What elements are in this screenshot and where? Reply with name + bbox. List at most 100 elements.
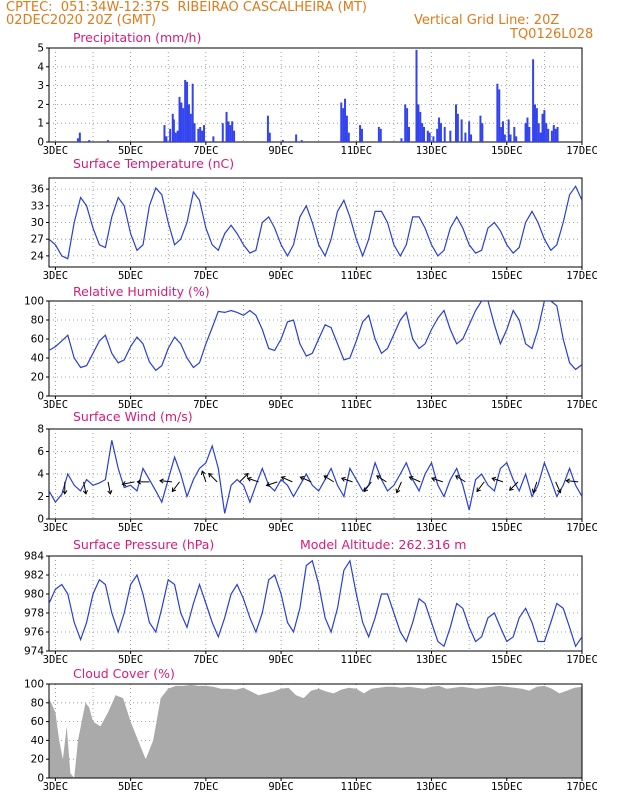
y-tick-label: 3 — [37, 80, 44, 92]
wind-vector — [431, 477, 443, 483]
x-tick-label: 11DEC — [341, 522, 373, 534]
wind-vector-head — [171, 487, 177, 493]
precip-bar — [199, 126, 202, 142]
precip-bar — [187, 104, 190, 142]
precip-bar — [212, 136, 215, 142]
y-tick-label: 80 — [31, 315, 44, 327]
precip-bar — [78, 132, 81, 142]
x-tick-label: 17DEC — [566, 145, 598, 157]
precip-bar — [176, 130, 179, 142]
x-tick-label: 7DEC — [193, 270, 218, 282]
header-grid-note: Vertical Grid Line: 20Z — [414, 13, 560, 28]
y-tick-label: 976 — [24, 627, 44, 639]
panel-title: Precipitation (mm/h) — [73, 30, 201, 45]
panel-0: 0 1 2 3 4 5 3DEC 5DEC 7DEC 9DEC 11DEC 13DEC 15DEC 17D… — [37, 30, 597, 157]
wind-vector — [300, 476, 312, 483]
plot-frame-overlay — [48, 683, 583, 779]
y-tick-label: 20 — [31, 754, 44, 766]
wind-vector-head — [280, 475, 286, 481]
precip-bar — [443, 126, 446, 142]
x-tick-label: 13DEC — [416, 145, 448, 157]
y-tick-label: 36 — [31, 184, 45, 196]
precip-bar — [470, 134, 473, 142]
x-tick-label: 7DEC — [193, 781, 218, 793]
precip-bar — [498, 89, 501, 142]
series-line — [49, 559, 582, 648]
precip-bar — [468, 121, 471, 142]
precip-bar — [539, 132, 542, 142]
y-tick-label: 100 — [24, 679, 44, 691]
wind-vector — [376, 475, 387, 483]
y-tick-label: 8 — [37, 424, 44, 436]
precip-bar — [507, 119, 510, 142]
y-tick-label: 33 — [31, 200, 44, 212]
precip-bar — [225, 111, 228, 142]
precip-bar — [266, 115, 269, 142]
precip-bar — [550, 130, 553, 142]
precip-bar — [438, 117, 441, 142]
plot-frame — [48, 555, 583, 652]
precip-bar — [180, 102, 183, 142]
panel-5: 0 20 40 60 80 100 3DEC 5DEC 7DEC 9DEC 11DEC 13DEC 15… — [24, 666, 598, 793]
x-tick-label: 9DEC — [268, 399, 293, 411]
wind-vector — [266, 481, 278, 486]
precip-bar — [76, 138, 79, 142]
x-tick-label: 5DEC — [118, 781, 143, 793]
precip-bar — [406, 108, 409, 142]
x-tick-label: 5DEC — [118, 270, 143, 282]
precip-bar — [163, 125, 166, 142]
precip-bar — [400, 138, 403, 142]
x-tick-label: 15DEC — [491, 399, 523, 411]
y-tick-label: 60 — [31, 716, 44, 728]
y-tick-label: 0 — [37, 137, 44, 149]
x-tick-label: 5DEC — [118, 399, 143, 411]
wind-vector-head — [408, 475, 414, 481]
wind-vector-head — [244, 472, 249, 478]
precip-bar — [174, 132, 177, 142]
wind-vector — [323, 475, 335, 483]
precip-bar — [481, 123, 484, 142]
wind-vector — [247, 477, 259, 483]
precip-bar — [543, 110, 546, 142]
wind-vector — [363, 481, 372, 492]
y-tick-label: 30 — [31, 217, 44, 229]
series-line — [49, 440, 582, 514]
wind-vector-head — [395, 488, 401, 494]
precip-bar — [415, 49, 418, 142]
wind-vector — [555, 481, 561, 493]
panel-1: 24 27 30 33 36 3DEC 5DEC 7DEC 9DEC 11DEC 13DEC 15DE… — [31, 156, 598, 282]
y-tick-label: 4 — [37, 469, 44, 481]
x-tick-label: 7DEC — [193, 145, 218, 157]
wind-vector-head — [556, 488, 562, 494]
wind-vector — [171, 481, 180, 492]
x-tick-label: 3DEC — [43, 654, 68, 666]
precip-bar — [449, 130, 452, 142]
wind-vector-head — [476, 487, 481, 493]
precip-bar — [233, 130, 236, 142]
wind-vector — [122, 481, 135, 485]
x-tick-label: 11DEC — [341, 399, 373, 411]
wind-vector — [239, 473, 249, 483]
wind-vector-head — [340, 476, 346, 482]
precip-bar — [107, 140, 110, 142]
wind-vector — [107, 481, 111, 494]
precip-bar — [428, 132, 431, 142]
precip-bar — [377, 126, 380, 142]
wind-vector — [532, 481, 538, 493]
precip-bar — [509, 134, 512, 142]
plot-frame — [48, 428, 583, 520]
x-tick-label: 11DEC — [341, 781, 373, 793]
precip-bar — [556, 126, 559, 142]
x-tick-label: 9DEC — [268, 145, 293, 157]
x-tick-label: 7DEC — [193, 522, 218, 534]
y-tick-label: 0 — [37, 773, 44, 785]
panel-3: 0 2 4 6 8 3DEC 5DEC 7DEC 9DEC 11DEC 13DEC 15DEC 17DE… — [37, 409, 597, 534]
precip-bar — [439, 123, 442, 142]
panel-2: 0 20 40 60 80 100 3DEC 5DEC 7DEC 9DEC 11DEC 13DEC 15… — [24, 284, 598, 411]
precip-bar — [513, 126, 516, 142]
precip-bar — [172, 119, 175, 142]
y-tick-label: 0 — [37, 514, 44, 526]
precip-bar — [432, 136, 435, 142]
x-tick-label: 17DEC — [566, 781, 598, 793]
